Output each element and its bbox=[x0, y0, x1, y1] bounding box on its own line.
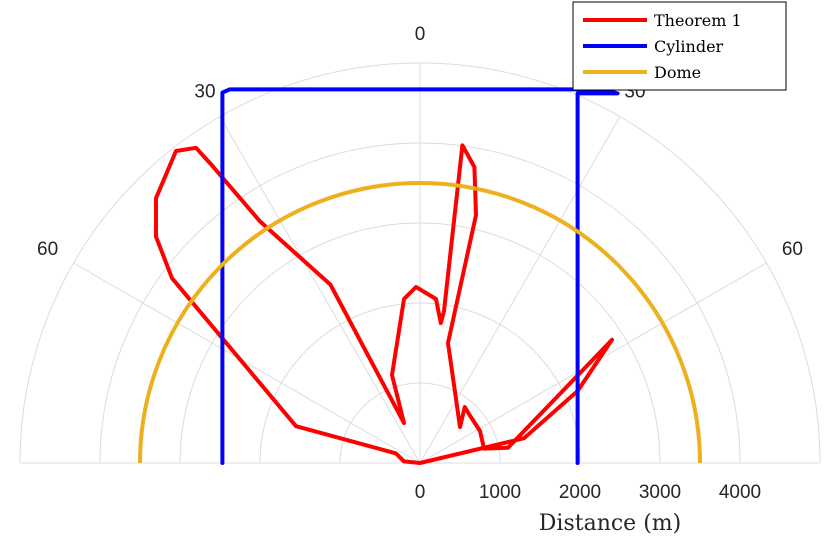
angle-tick-label-4: 0 bbox=[415, 24, 426, 45]
grid-spoke-5 bbox=[419, 116, 621, 464]
legend-label-dome: Dome bbox=[654, 63, 701, 82]
legend: Theorem 1 Cylinder Dome bbox=[572, 1, 787, 91]
grid-spoke-6 bbox=[419, 262, 767, 464]
legend-label-cylinder: Cylinder bbox=[654, 37, 724, 56]
legend-label-theorem1: Theorem 1 bbox=[654, 11, 742, 30]
radial-tick-label-3: 2000 bbox=[559, 482, 601, 503]
radial-tick-label-2: 1000 bbox=[479, 482, 521, 503]
x-axis-label: Distance (m) bbox=[539, 511, 681, 536]
angle-tick-label-2: 60 bbox=[37, 239, 58, 260]
grid-spoke-3 bbox=[219, 116, 421, 464]
radial-tick-label-1: 0 bbox=[415, 482, 426, 503]
angle-tick-label-3: 30 bbox=[194, 82, 215, 103]
series-dome-line bbox=[138, 181, 702, 464]
angle-tick-label-6: 60 bbox=[782, 239, 803, 260]
polar-grid bbox=[19, 62, 821, 464]
angle-tick-label-1: 90 bbox=[0, 454, 1, 475]
radial-tick-label-5: 4000 bbox=[719, 482, 761, 503]
series-theorem-1-line bbox=[154, 143, 614, 465]
radial-tick-label-4: 3000 bbox=[639, 482, 681, 503]
grid-spoke-2 bbox=[73, 262, 421, 464]
tick-labels: 906030030609001000200030004000 bbox=[0, 24, 803, 503]
